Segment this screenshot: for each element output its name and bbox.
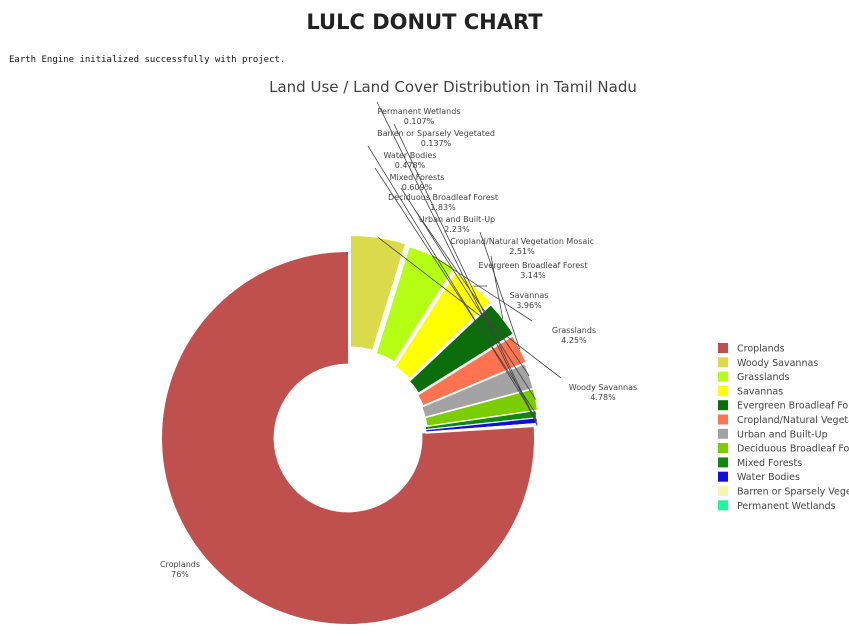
leader-line-grasslands xyxy=(432,255,533,322)
slice-percent-cropland-natural-vegetation-mosaic: 2.51% xyxy=(509,247,535,256)
status-message: Earth Engine initialized successfully wi… xyxy=(9,55,286,65)
slice-percent-evergreen-broadleaf-forest: 3.14% xyxy=(520,271,546,280)
leader-line-evergreen-broadleaf-forest xyxy=(490,255,504,319)
legend-label-urban-and-built-up[interactable]: Urban and Built-Up xyxy=(737,429,828,440)
legend-label-mixed-forests[interactable]: Mixed Forests xyxy=(737,458,802,469)
slice-percent-mixed-forests: 0.609% xyxy=(402,183,433,192)
legend-swatch-barren-or-sparsely-vegetated[interactable] xyxy=(718,486,728,496)
leader-line-water-bodies xyxy=(367,145,538,421)
slice-percent-urban-and-built-up: 2.23% xyxy=(444,225,470,234)
legend-swatch-cropland-natural-vegetation-mosaic[interactable] xyxy=(718,414,728,425)
leader-line-barren-or-sparsely-vegetated xyxy=(393,123,538,425)
slice-croplands[interactable] xyxy=(162,252,534,625)
slices-group xyxy=(162,234,539,625)
slice-label-woody-savannas: Woody Savannas xyxy=(569,383,637,392)
slice-label-mixed-forests: Mixed Forests xyxy=(390,173,445,182)
slice-label-evergreen-broadleaf-forest: Evergreen Broadleaf Forest xyxy=(479,261,588,270)
slice-percent-woody-savannas: 4.78% xyxy=(590,393,616,402)
legend-label-grasslands[interactable]: Grasslands xyxy=(737,372,790,383)
slice-label-cropland-natural-vegetation-mosaic: Cropland/Natural Vegetation Mosaic xyxy=(450,237,594,246)
leader-line-permanent-wetlands xyxy=(376,101,538,426)
leader-line-woody-savannas xyxy=(378,237,562,379)
slice-label-urban-and-built-up: Urban and Built-Up xyxy=(419,215,495,224)
slice-label-grasslands: Grasslands xyxy=(552,326,596,335)
legend-swatch-evergreen-broadleaf-forest[interactable] xyxy=(718,400,728,411)
leader-line-deciduous-broadleaf-forest xyxy=(400,187,537,400)
slice-evergreen-broadleaf-forest[interactable] xyxy=(408,304,514,394)
legend-label-barren-or-sparsely-vegetated[interactable]: Barren or Sparsely Veget xyxy=(737,487,849,498)
legend-label-deciduous-broadleaf-forest[interactable]: Deciduous Broadleaf For xyxy=(737,444,849,455)
legend-label-woody-savannas[interactable]: Woody Savannas xyxy=(737,358,818,369)
legend-label-savannas[interactable]: Savannas xyxy=(737,386,783,397)
legend-swatch-deciduous-broadleaf-forest[interactable] xyxy=(718,443,728,454)
slice-savannas[interactable] xyxy=(394,271,492,380)
legend-label-cropland-natural-vegetation-mosaic[interactable]: Cropland/Natural Vegeta xyxy=(737,415,849,426)
leader-line-cropland-natural-vegetation-mosaic xyxy=(479,231,521,350)
legend-swatch-savannas[interactable] xyxy=(718,385,728,396)
slice-label-water-bodies: Water Bodies xyxy=(384,151,437,160)
legend[interactable]: Croplands Woody Savannas Grasslands Savanna… xyxy=(718,343,849,512)
slice-urban-and-built-up[interactable] xyxy=(421,363,534,418)
legend-swatch-grasslands[interactable] xyxy=(718,371,728,382)
slice-woody-savannas[interactable] xyxy=(350,234,407,352)
leader-line-urban-and-built-up xyxy=(414,209,530,377)
legend-label-permanent-wetlands[interactable]: Permanent Wetlands xyxy=(737,501,836,512)
legend-label-water-bodies[interactable]: Water Bodies xyxy=(737,472,800,483)
slice-percent-croplands: 76% xyxy=(171,570,189,579)
legend-label-croplands[interactable]: Croplands xyxy=(737,344,785,355)
slice-percent-deciduous-broadleaf-forest: 1.83% xyxy=(430,203,456,212)
slice-label-croplands: Croplands xyxy=(160,560,200,569)
slice-percent-savannas: 3.96% xyxy=(516,301,542,310)
legend-swatch-urban-and-built-up[interactable] xyxy=(718,428,728,439)
leader-line-mixed-forests xyxy=(374,167,537,415)
slice-label-savannas: Savannas xyxy=(510,291,549,300)
legend-swatch-mixed-forests[interactable] xyxy=(718,457,728,468)
slice-percent-barren-or-sparsely-vegetated: 0.137% xyxy=(421,139,452,148)
legend-swatch-water-bodies[interactable] xyxy=(718,471,728,482)
slice-label-permanent-wetlands: Permanent Wetlands xyxy=(378,107,461,116)
chart-title: Land Use / Land Cover Distribution in Ta… xyxy=(269,78,637,96)
legend-swatch-permanent-wetlands[interactable] xyxy=(718,500,728,511)
slice-label-deciduous-broadleaf-forest: Deciduous Broadleaf Forest xyxy=(388,193,498,202)
legend-swatch-woody-savannas[interactable] xyxy=(718,357,728,368)
legend-swatch-croplands[interactable] xyxy=(718,343,728,353)
slice-percent-permanent-wetlands: 0.107% xyxy=(404,117,435,126)
slice-percent-grasslands: 4.25% xyxy=(561,336,587,345)
page-title: LULC DONUT CHART xyxy=(306,10,543,34)
slice-label-barren-or-sparsely-vegetated: Barren or Sparsely Vegetated xyxy=(377,129,495,138)
legend-label-evergreen-broadleaf-forest[interactable]: Evergreen Broadleaf Fore xyxy=(737,401,849,412)
slice-grasslands[interactable] xyxy=(375,246,455,363)
slice-percent-water-bodies: 0.478% xyxy=(395,161,426,170)
